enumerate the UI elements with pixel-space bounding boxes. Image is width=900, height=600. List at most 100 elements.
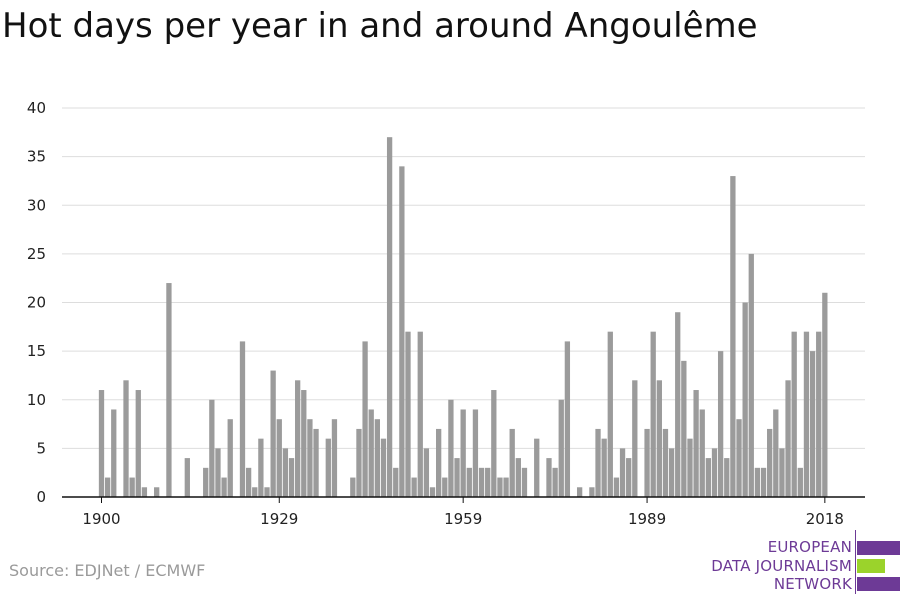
bar xyxy=(558,399,564,497)
bar xyxy=(779,448,785,497)
bar xyxy=(491,390,497,497)
bar xyxy=(681,360,687,497)
bar xyxy=(607,331,613,497)
bar xyxy=(503,477,509,497)
bar xyxy=(656,380,662,497)
bar xyxy=(215,448,221,497)
bar xyxy=(754,467,761,497)
bar xyxy=(264,487,270,497)
bar xyxy=(362,341,368,497)
logo-line-1: EUROPEAN xyxy=(767,538,852,556)
bar xyxy=(613,477,620,497)
bar xyxy=(595,428,601,497)
bar xyxy=(368,409,374,497)
bar xyxy=(650,331,656,497)
bar xyxy=(687,438,693,497)
bar xyxy=(564,341,571,497)
bar xyxy=(791,331,797,497)
bar xyxy=(460,409,466,497)
bar xyxy=(521,467,528,497)
y-tick-label: 10 xyxy=(27,391,46,409)
logo-bar-green xyxy=(857,559,885,573)
bar xyxy=(436,428,442,497)
bar xyxy=(331,419,338,497)
bar xyxy=(601,438,607,497)
bar xyxy=(356,428,362,497)
bar xyxy=(552,467,558,497)
bar xyxy=(288,458,295,497)
bar xyxy=(767,428,773,497)
bar xyxy=(668,448,675,497)
logo-line-3: NETWORK xyxy=(773,575,852,593)
bar xyxy=(730,176,736,497)
bar xyxy=(393,467,399,497)
bar xyxy=(301,390,307,497)
bar xyxy=(184,458,190,497)
x-axis: 1900 1929 1959 1989 2018 xyxy=(62,496,865,528)
bar xyxy=(816,331,822,497)
bar xyxy=(472,409,479,497)
bar xyxy=(411,477,417,497)
bar xyxy=(350,477,356,497)
x-tick-label: 1989 xyxy=(628,510,666,528)
logo-bar-purple-bottom xyxy=(857,577,900,591)
bar xyxy=(705,458,712,497)
bar xyxy=(258,438,264,497)
bar xyxy=(380,438,387,497)
bar xyxy=(632,380,638,497)
bar xyxy=(282,448,289,497)
bar xyxy=(534,438,540,497)
bar xyxy=(809,351,816,497)
bar xyxy=(546,458,552,497)
bar xyxy=(239,341,246,497)
bar xyxy=(497,477,503,497)
bar xyxy=(270,370,276,497)
bar xyxy=(399,166,405,497)
bar xyxy=(626,458,632,497)
bar xyxy=(485,467,491,497)
bar xyxy=(773,409,779,497)
bar xyxy=(325,438,331,497)
bar xyxy=(386,137,393,498)
bar xyxy=(307,419,313,497)
logo-bar-purple-top xyxy=(857,541,900,555)
bar xyxy=(717,351,724,497)
bar xyxy=(454,458,460,497)
bar xyxy=(748,253,754,497)
bar xyxy=(662,428,669,497)
bar xyxy=(478,467,485,497)
bar xyxy=(466,467,472,497)
bar xyxy=(589,487,595,497)
bar xyxy=(736,419,742,497)
y-tick-label: 30 xyxy=(27,196,46,214)
bar xyxy=(448,399,454,497)
y-axis: 0 5 10 15 20 25 30 35 40 xyxy=(27,99,46,506)
bar xyxy=(576,487,583,497)
bar xyxy=(405,331,411,497)
bar xyxy=(135,390,141,497)
bar xyxy=(374,419,380,497)
bar xyxy=(619,448,626,497)
bar xyxy=(209,399,215,497)
gridlines xyxy=(62,107,865,449)
bar xyxy=(442,477,448,497)
bar xyxy=(509,428,515,497)
source-note: Source: EDJNet / ECMWF xyxy=(9,561,206,580)
x-tick-label: 1929 xyxy=(260,510,298,528)
edjnet-logo: EUROPEAN DATA JOURNALISM NETWORK xyxy=(700,530,900,600)
bars xyxy=(98,137,828,498)
bar xyxy=(154,487,160,497)
bar xyxy=(785,380,791,497)
bar xyxy=(276,419,282,497)
bar xyxy=(760,467,767,497)
bar xyxy=(252,487,258,497)
bar xyxy=(742,302,748,497)
bar xyxy=(129,477,135,497)
bar xyxy=(245,467,252,497)
y-tick-label: 20 xyxy=(27,294,46,312)
bar xyxy=(166,283,172,497)
bar xyxy=(699,409,705,497)
bar xyxy=(203,467,209,497)
bar xyxy=(295,380,301,497)
